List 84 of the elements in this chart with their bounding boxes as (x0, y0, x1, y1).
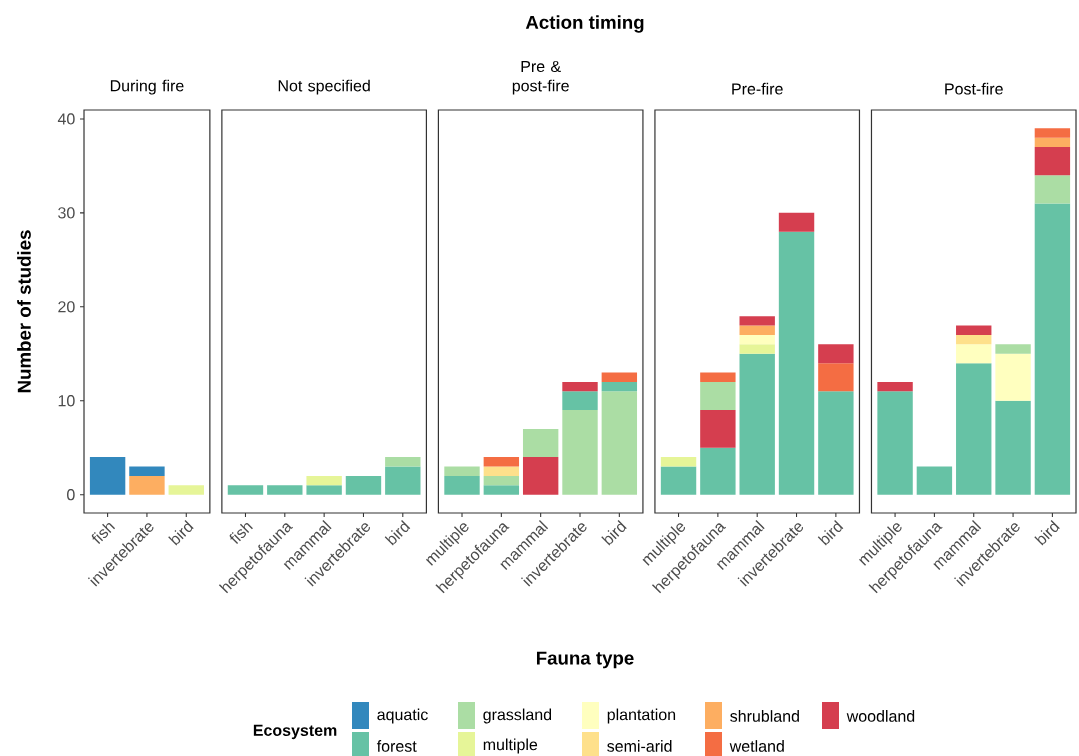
bar (562, 410, 598, 495)
bar (739, 316, 775, 326)
bar (444, 475, 480, 495)
chart-title: During fire (110, 79, 184, 95)
chart-title: Pre & post-fire (512, 60, 569, 95)
bar (601, 381, 638, 392)
bar (818, 363, 854, 392)
legend-label: multiple (483, 738, 538, 754)
bar (385, 466, 421, 495)
bar (483, 457, 520, 467)
bar (522, 457, 559, 495)
y-tick-label: 20 (58, 301, 75, 313)
bar (818, 391, 854, 495)
legend-label: aquatic (377, 708, 428, 724)
bar (700, 372, 736, 382)
bar (306, 475, 342, 486)
bar (129, 466, 165, 476)
bar (739, 334, 775, 345)
bar (522, 428, 559, 458)
bar (601, 372, 638, 382)
bar (700, 381, 736, 411)
legend-label: semi-arid (607, 740, 672, 752)
text: Action timing (525, 15, 644, 33)
bar (562, 391, 598, 411)
y-axis-title: Number of studies (17, 230, 31, 393)
bar (778, 212, 815, 232)
bar (227, 485, 264, 495)
bar (739, 325, 775, 335)
bar (89, 457, 126, 495)
legend-label: woodland (846, 710, 915, 722)
bar (995, 344, 1031, 354)
bar (956, 363, 992, 495)
bar (483, 466, 520, 476)
bar (995, 400, 1031, 495)
y-tick-label: 40 (57, 113, 75, 125)
bar (877, 391, 913, 495)
bar (956, 344, 992, 364)
legend-label: shrubland (730, 710, 799, 722)
bar (483, 485, 520, 495)
bar (877, 381, 913, 392)
bar (700, 447, 736, 495)
y-tick-label: 0 (67, 489, 75, 501)
bar (660, 466, 697, 495)
bar (700, 410, 736, 448)
bar (778, 231, 815, 495)
legend-label: wetland (729, 740, 784, 752)
chart-title: Post-fire (945, 82, 1003, 95)
bar (483, 475, 520, 486)
bar (1034, 128, 1071, 138)
x-tick-label: bird (1034, 520, 1060, 546)
bar (739, 344, 775, 354)
bar (267, 485, 303, 495)
chart-title: Not specified (278, 79, 370, 95)
legend-label: forest (376, 740, 417, 752)
bar (129, 475, 165, 495)
bar (1034, 137, 1071, 148)
bar (345, 475, 382, 495)
bar (444, 466, 480, 476)
bar (956, 325, 992, 335)
bar (1034, 203, 1071, 495)
legend-label: grassland (483, 708, 552, 724)
bar (739, 353, 775, 495)
bar (956, 334, 992, 345)
chart-title: Pre-fire (732, 82, 783, 95)
bar (1034, 147, 1071, 176)
legend-label: plantation (607, 708, 676, 724)
x-tick-label: bird (601, 520, 627, 546)
y-tick-label: 30 (58, 207, 75, 219)
bar (995, 353, 1031, 401)
bar (1034, 175, 1071, 204)
bar (601, 391, 638, 495)
bar (562, 381, 598, 392)
x-axis-title: Fauna type (536, 651, 634, 669)
bar (306, 485, 342, 495)
x-tick-label: bird (168, 520, 194, 546)
y-tick-label: 10 (58, 395, 75, 407)
x-tick-label: bird (384, 520, 411, 546)
bar (916, 466, 953, 495)
bar (660, 457, 697, 467)
x-tick-label: bird (817, 520, 844, 546)
bar (385, 457, 421, 467)
bar (168, 485, 204, 495)
legend-title: Ecosystem (253, 724, 337, 740)
bar (818, 344, 854, 364)
